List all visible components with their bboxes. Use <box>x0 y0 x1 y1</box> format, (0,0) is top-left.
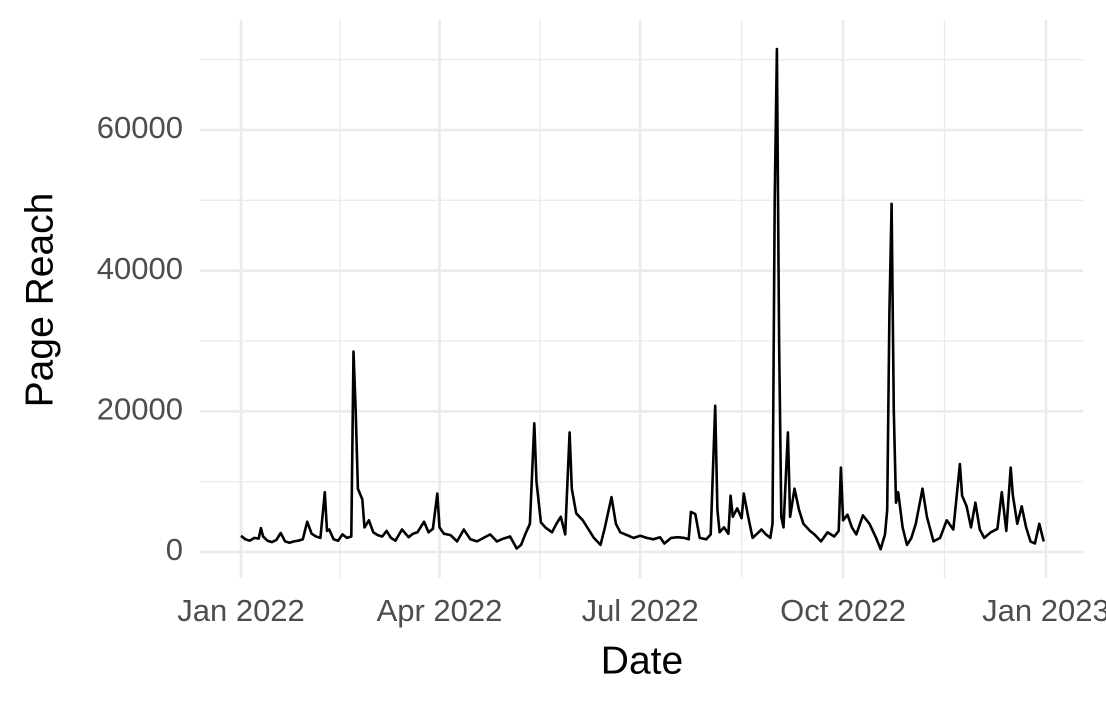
x-tick-label: Jan 2022 <box>177 593 305 628</box>
x-tick-label: Jan 2023 <box>982 593 1106 628</box>
y-tick-label: 20000 <box>97 392 183 427</box>
y-tick-label: 40000 <box>97 251 183 286</box>
x-tick-label: Jul 2022 <box>582 593 699 628</box>
x-tick-label: Oct 2022 <box>780 593 906 628</box>
data-line <box>240 47 1045 551</box>
y-axis-title: Page Reach <box>18 193 61 408</box>
x-tick-label: Apr 2022 <box>377 593 503 628</box>
x-axis-title: Date <box>601 639 683 682</box>
y-tick-label: 60000 <box>97 110 183 145</box>
y-tick-label: 0 <box>166 532 183 567</box>
